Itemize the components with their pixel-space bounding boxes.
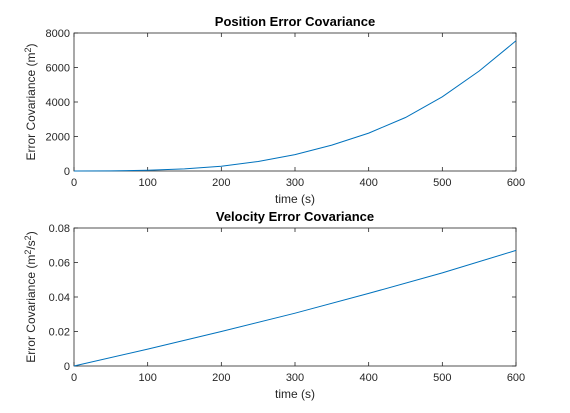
velocity-x-tick-label: 100 <box>138 372 156 384</box>
velocity-x-tick-label: 300 <box>286 372 304 384</box>
position-x-tick-label: 200 <box>212 177 230 189</box>
position-panel: Position Error Covariance time (s) Error… <box>23 14 525 206</box>
position-y-tick-label: 2000 <box>46 132 70 144</box>
velocity-x-tick-label: 600 <box>507 372 525 384</box>
velocity-y-tick-label: 0.04 <box>49 292 70 304</box>
velocity-y-tick-label: 0.02 <box>49 327 70 339</box>
position-x-tick-label: 100 <box>138 177 156 189</box>
position-axes-box <box>73 32 517 172</box>
velocity-axes-box <box>73 227 517 367</box>
position-y-axis-label: Error Covariance (m2) <box>23 43 38 160</box>
velocity-y-label-end: ) <box>24 231 38 235</box>
velocity-y-ticks: 0 0.02 0.04 0.06 0.08 <box>49 223 516 373</box>
position-y-label-text: Error Covariance (m <box>24 52 38 160</box>
position-y-label-sup: 2 <box>23 47 33 52</box>
position-y-tick-label: 6000 <box>46 63 70 75</box>
velocity-panel: Velocity Error Covariance time (s) Error… <box>23 209 525 401</box>
position-y-tick-label: 4000 <box>46 97 70 109</box>
velocity-x-tick-label: 500 <box>433 372 451 384</box>
position-series-line <box>73 40 517 172</box>
velocity-y-tick-label: 0.08 <box>49 223 70 235</box>
velocity-y-tick-label: 0.06 <box>49 258 70 270</box>
velocity-x-axis-label: time (s) <box>275 387 315 401</box>
position-y-tick-label: 0 <box>64 166 70 178</box>
position-x-tick-label: 400 <box>359 177 377 189</box>
velocity-y-label-sup: 2 <box>23 250 33 255</box>
position-x-tick-label: 300 <box>286 177 304 189</box>
position-x-tick-label: 0 <box>71 177 77 189</box>
velocity-chart-title: Velocity Error Covariance <box>216 209 374 224</box>
velocity-series-line <box>73 249 517 367</box>
position-y-label-end: ) <box>24 43 38 47</box>
position-chart-title: Position Error Covariance <box>215 14 375 29</box>
velocity-y-tick-label: 0 <box>64 361 70 373</box>
velocity-y-label-sup2: 2 <box>23 235 33 240</box>
position-x-ticks: 0 100 200 300 400 500 600 <box>71 33 525 189</box>
position-x-tick-label: 600 <box>507 177 525 189</box>
position-x-tick-label: 500 <box>433 177 451 189</box>
velocity-x-ticks: 0 100 200 300 400 500 600 <box>71 228 525 384</box>
velocity-y-label-mid: /s <box>24 240 38 249</box>
velocity-y-label-text: Error Covariance (m <box>24 255 38 363</box>
position-x-axis-label: time (s) <box>275 192 315 206</box>
velocity-x-tick-label: 0 <box>71 372 77 384</box>
position-y-tick-label: 8000 <box>46 28 70 40</box>
velocity-x-tick-label: 200 <box>212 372 230 384</box>
velocity-y-axis-label: Error Covariance (m2/s2) <box>23 231 38 362</box>
position-y-ticks: 0 2000 4000 6000 8000 <box>46 28 516 178</box>
velocity-x-tick-label: 400 <box>359 372 377 384</box>
